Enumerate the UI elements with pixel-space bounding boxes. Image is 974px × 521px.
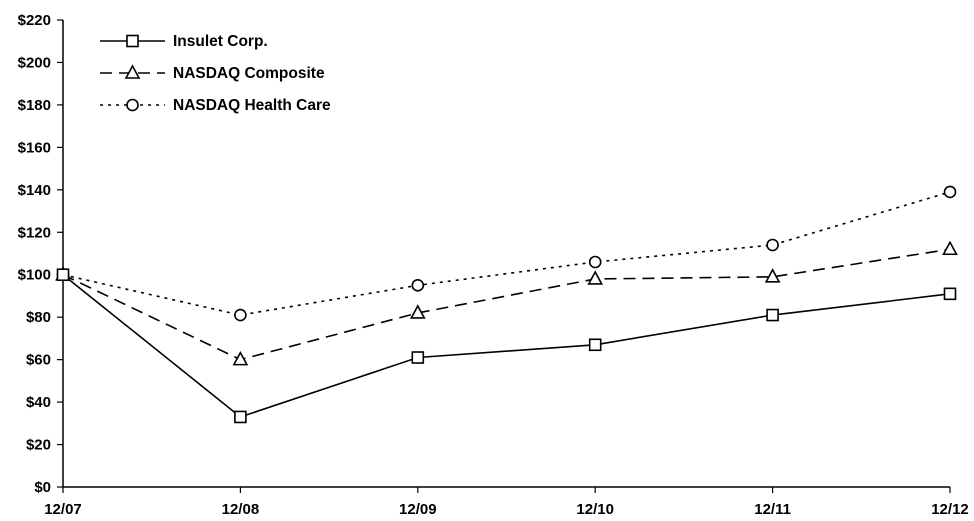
- y-tick-label: $220: [18, 12, 51, 29]
- y-tick-label: $40: [26, 394, 51, 411]
- series-triangle: [55, 240, 958, 366]
- legend-item: NASDAQ Composite: [100, 64, 325, 82]
- legend-label: NASDAQ Health Care: [173, 97, 331, 114]
- legend-item: NASDAQ Health Care: [100, 97, 331, 114]
- y-tick-label: $100: [18, 267, 51, 284]
- x-tick-label: 12/08: [222, 501, 260, 518]
- data-point: [766, 238, 779, 252]
- legend: Insulet Corp. NASDAQ Composite NASDAQ Heal…: [100, 33, 331, 114]
- data-point: [411, 279, 425, 292]
- x-tick-label: 12/12: [931, 501, 969, 518]
- data-point: [766, 308, 779, 322]
- x-tick-label: 12/10: [576, 501, 614, 518]
- legend-marker-triangle: [124, 64, 141, 79]
- legend-marker-circle: [126, 98, 139, 112]
- data-point: [588, 338, 602, 352]
- legend-item: Insulet Corp.: [100, 33, 268, 50]
- series-square: [56, 268, 957, 424]
- data-point: [764, 268, 781, 283]
- x-tick-label: 12/07: [44, 501, 82, 518]
- series-line: [62, 248, 951, 361]
- y-tick-label: $160: [18, 139, 51, 156]
- series-line: [62, 191, 951, 316]
- data-point: [409, 304, 426, 319]
- data-point: [411, 351, 425, 364]
- y-tick-label: $60: [26, 352, 51, 369]
- x-tick-label: 12/09: [399, 501, 437, 518]
- y-tick-label: $140: [18, 182, 51, 199]
- y-tick-label: $80: [26, 309, 51, 326]
- y-tick-label: $180: [18, 97, 51, 114]
- data-point: [587, 270, 604, 285]
- data-point: [234, 308, 247, 322]
- data-point: [588, 255, 602, 269]
- data-point: [943, 287, 957, 301]
- series-circle: [56, 185, 957, 322]
- data-point: [232, 350, 249, 366]
- legend-marker-square: [126, 34, 139, 48]
- y-tick-label: $0: [34, 479, 51, 496]
- legend-label: Insulet Corp.: [173, 33, 268, 50]
- axes: $0 $20 $40 $60 $80 $100 $120 $140 $160 $180 $200 $2…: [18, 12, 969, 518]
- y-tick-label: $20: [26, 437, 51, 454]
- x-tick-label: 12/11: [754, 501, 791, 518]
- series-line: [62, 274, 951, 418]
- data-point: [56, 268, 70, 282]
- data-point: [234, 410, 247, 424]
- y-tick-label: $120: [18, 224, 51, 241]
- y-tick-label: $200: [18, 54, 51, 71]
- series-layer: [55, 185, 958, 424]
- data-point: [942, 240, 958, 256]
- data-point: [943, 185, 957, 199]
- legend-label: NASDAQ Composite: [173, 65, 325, 82]
